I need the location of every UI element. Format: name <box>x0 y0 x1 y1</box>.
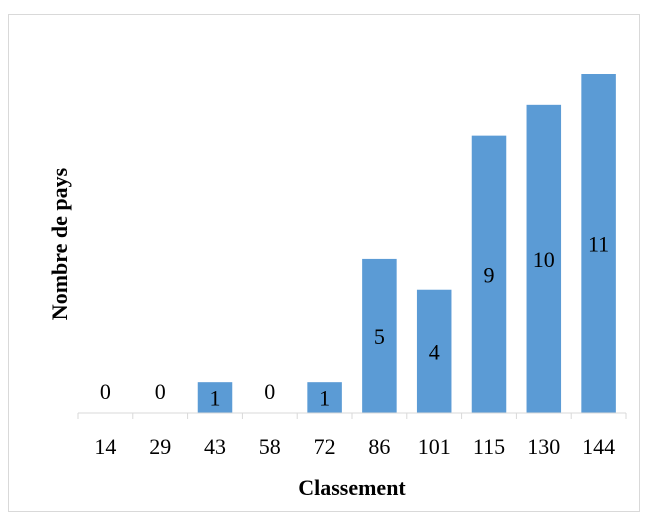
data-label-115: 9 <box>484 262 495 287</box>
bar-43 <box>197 382 233 413</box>
data-label-101: 4 <box>429 339 440 364</box>
x-tick-label-14: 14 <box>94 434 116 459</box>
x-tick-label-29: 29 <box>149 434 171 459</box>
x-tick-label-144: 144 <box>582 434 615 459</box>
bar-115 <box>471 135 507 413</box>
x-axis: 14 29 43 58 72 86 101 115 130 144 <box>77 412 627 459</box>
data-label-144: 11 <box>588 232 609 257</box>
y-axis-title: Nombre de pays <box>47 167 72 320</box>
data-label-72: 1 <box>319 386 330 411</box>
bar-72 <box>307 382 342 413</box>
bar-144 <box>581 74 616 413</box>
bars-group <box>197 74 616 413</box>
x-tick-label-130: 130 <box>527 434 560 459</box>
bar-101 <box>416 289 452 413</box>
data-label-86: 5 <box>374 324 385 349</box>
x-tick-label-86: 86 <box>368 434 390 459</box>
data-label-43: 1 <box>210 386 221 411</box>
x-tick-label-43: 43 <box>204 434 226 459</box>
data-label-130: 10 <box>533 247 555 272</box>
data-label-29: 0 <box>155 379 166 404</box>
data-label-14: 0 <box>100 379 111 404</box>
bar-86 <box>362 258 397 413</box>
x-tick-label-72: 72 <box>314 434 336 459</box>
x-tick-label-58: 58 <box>259 434 281 459</box>
x-axis-title: Classement <box>298 475 406 500</box>
bar-130 <box>526 104 562 413</box>
x-tick-label-115: 115 <box>473 434 505 459</box>
data-label-58: 0 <box>264 379 275 404</box>
x-tick-label-101: 101 <box>418 434 451 459</box>
